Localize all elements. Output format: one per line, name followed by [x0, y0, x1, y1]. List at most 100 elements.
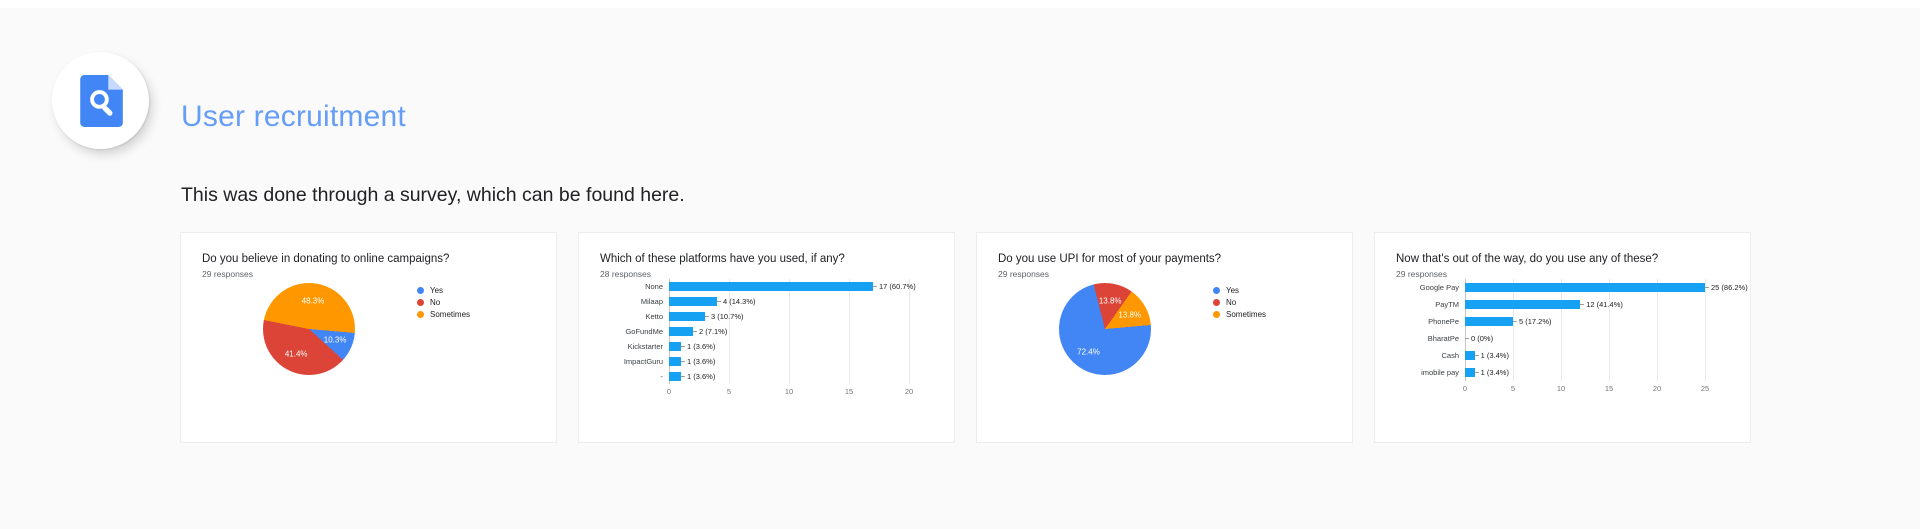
- bar-category-label: None: [645, 282, 663, 291]
- bar-value-label: 5 (17.2%): [1519, 317, 1552, 326]
- chart-responses-count: 29 responses: [1396, 269, 1448, 279]
- bar-value-label: 12 (41.4%): [1586, 300, 1623, 309]
- bar-track: 12 (41.4%): [1465, 300, 1705, 309]
- bar-value-label: 3 (10.7%): [711, 312, 744, 321]
- pie-legend: Yes No Sometimes: [417, 286, 470, 322]
- pie-slice-label: 10.3%: [323, 335, 347, 345]
- bar-value-label: 25 (86.2%): [1711, 283, 1748, 292]
- bar: [1465, 368, 1475, 377]
- bar-category-label: -: [660, 372, 664, 381]
- pie-graphic: [1059, 283, 1151, 375]
- bar-row: imobile pay 1 (3.4%): [1395, 364, 1735, 381]
- bar-track: 4 (14.3%): [669, 297, 909, 306]
- value-callout-line: [1474, 372, 1479, 373]
- x-axis-tick-label: 0: [1462, 384, 1468, 393]
- bar-row: None 17 (60.7%): [599, 279, 939, 294]
- bar-track: 3 (10.7%): [669, 312, 909, 321]
- bar: [1465, 351, 1475, 360]
- bar-category-label: Ketto: [645, 312, 663, 321]
- x-axis-tick-label: 15: [844, 387, 854, 396]
- legend-color-dot: [1213, 299, 1220, 306]
- bar-category-label: PayTM: [1435, 300, 1459, 309]
- bar-category-label: Milaap: [640, 297, 663, 306]
- bar-chart: Google Pay 25 (86.2%) PayTM 12 (41.4%) Phone…: [1395, 279, 1748, 395]
- pie-chart: 72.4% 13.8% 13.8%: [1059, 283, 1151, 375]
- page-icon: [52, 52, 149, 149]
- bar-row: - 1 (3.6%): [599, 369, 939, 384]
- document-search-icon: [79, 74, 123, 127]
- legend-label: Sometimes: [1226, 310, 1267, 319]
- bar-row: PayTM 12 (41.4%): [1395, 296, 1735, 313]
- bar-value-label: 0 (0%): [1471, 334, 1494, 343]
- bar: [1465, 317, 1513, 326]
- bar-row: Cash 1 (3.4%): [1395, 347, 1735, 364]
- bar-row: PhonePe 5 (17.2%): [1395, 313, 1735, 330]
- bar-category-label: PhonePe: [1428, 317, 1459, 326]
- bar-track: 5 (17.2%): [1465, 317, 1705, 326]
- legend-color-dot: [417, 299, 424, 306]
- bar-category-label: Kickstarter: [627, 342, 663, 351]
- legend-color-dot: [417, 287, 424, 294]
- pie-slice-label: 13.8%: [1098, 296, 1122, 306]
- bar-row: BharatPe 0 (0%): [1395, 330, 1735, 347]
- bar: [669, 372, 681, 381]
- bar: [669, 342, 681, 351]
- bar-rows: Google Pay 25 (86.2%) PayTM 12 (41.4%) Phone…: [1395, 279, 1748, 381]
- legend-item: Yes: [1213, 286, 1266, 295]
- gridline: [1561, 279, 1562, 381]
- chart-responses-count: 29 responses: [998, 269, 1050, 279]
- chart-question-title: Which of these platforms have you used, …: [600, 253, 845, 265]
- bar-value-label: 1 (3.4%): [1480, 368, 1509, 377]
- bar-value-label: 2 (7.1%): [699, 327, 728, 336]
- value-callout-line: [1474, 355, 1479, 356]
- bar-value-label: 4 (14.3%): [723, 297, 756, 306]
- bar-row: Google Pay 25 (86.2%): [1395, 279, 1748, 296]
- bar: [669, 297, 717, 306]
- chart-card-platforms-bar[interactable]: Which of these platforms have you used, …: [578, 232, 955, 443]
- bar-track: 1 (3.6%): [669, 342, 909, 351]
- chart-card-donating-pie[interactable]: Do you believe in donating to online cam…: [180, 232, 557, 443]
- pie-legend: Yes No Sometimes: [1213, 286, 1266, 322]
- pie-graphic: [263, 283, 355, 375]
- pie-slice-label: 48.3%: [301, 296, 325, 306]
- x-axis-tick-label: 5: [1510, 384, 1516, 393]
- intro-text: This was done through a survey, which ca…: [181, 183, 685, 206]
- value-callout-line: [705, 316, 709, 317]
- x-axis-tick-label: 0: [666, 387, 672, 396]
- x-axis: 0 5 10 15 20: [599, 384, 939, 398]
- top-strip: [0, 0, 1920, 8]
- gridline: [1513, 279, 1514, 381]
- chart-question-title: Do you believe in donating to online cam…: [202, 253, 450, 265]
- bar-value-label: 1 (3.6%): [687, 357, 716, 366]
- legend-label: Yes: [1226, 286, 1240, 295]
- chart-card-payments-bar[interactable]: Now that's out of the way, do you use an…: [1374, 232, 1751, 443]
- value-callout-line: [681, 361, 685, 362]
- legend-item: Sometimes: [1213, 310, 1266, 319]
- bar-row: Ketto 3 (10.7%): [599, 309, 939, 324]
- x-axis-tick-label: 5: [726, 387, 732, 396]
- gridline: [789, 279, 790, 384]
- bar-track: 17 (60.7%): [669, 282, 916, 291]
- chart-card-upi-pie[interactable]: Do you use UPI for most of your payments…: [976, 232, 1353, 443]
- bar-value-label: 1 (3.6%): [687, 372, 716, 381]
- chart-gridlines: [1465, 279, 1706, 381]
- bar-track: 1 (3.4%): [1465, 368, 1705, 377]
- gridline: [1657, 279, 1658, 381]
- bar-category-label: imobile pay: [1421, 368, 1459, 377]
- x-axis-tick-label: 20: [1652, 384, 1662, 393]
- bar-category-label: GoFundMe: [625, 327, 663, 336]
- x-axis-tick-label: 10: [1556, 384, 1566, 393]
- bar-value-label: 17 (60.7%): [879, 282, 916, 291]
- bar-value-label: 1 (3.4%): [1480, 351, 1509, 360]
- bar-row: GoFundMe 2 (7.1%): [599, 324, 939, 339]
- value-callout-line: [693, 331, 697, 332]
- axis-zero-line: [1465, 279, 1466, 381]
- bar-category-label: Cash: [1441, 351, 1459, 360]
- gridline: [729, 279, 730, 384]
- bar: [1465, 300, 1581, 309]
- legend-item: No: [1213, 298, 1266, 307]
- legend-color-dot: [1213, 287, 1220, 294]
- pie-slice-label: 13.8%: [1118, 310, 1142, 320]
- x-axis-tick-label: 20: [904, 387, 914, 396]
- value-callout-line: [717, 301, 721, 302]
